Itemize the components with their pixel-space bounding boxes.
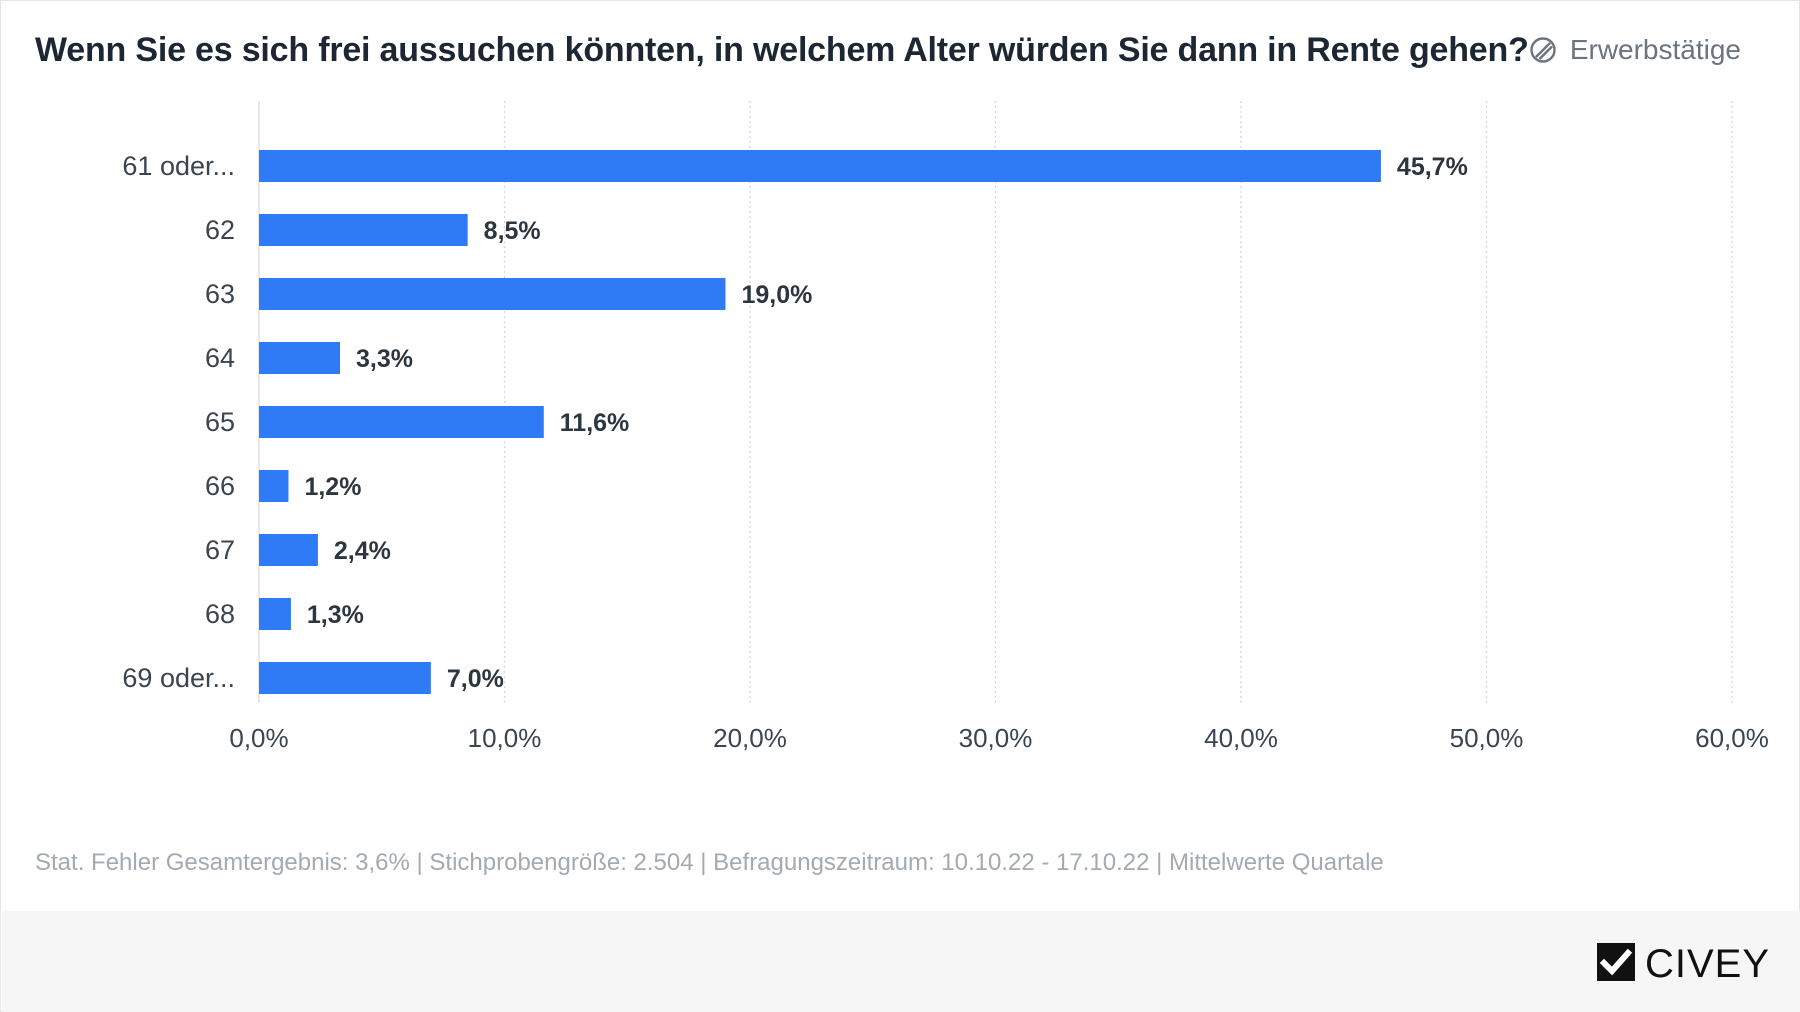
bar — [259, 278, 726, 310]
value-label: 11,6% — [560, 409, 630, 437]
value-label: 1,2% — [304, 473, 361, 501]
ban-icon — [1528, 35, 1558, 65]
x-tick-label: 30,0% — [959, 723, 1033, 753]
category-label: 63 — [205, 279, 235, 309]
brand-name: CIVEY — [1644, 942, 1770, 986]
value-label: 8,5% — [484, 217, 541, 245]
bar — [259, 598, 291, 630]
category-label: 65 — [205, 407, 235, 437]
x-tick-label: 50,0% — [1450, 723, 1524, 753]
bar — [259, 150, 1381, 182]
civey-logo-icon — [1595, 941, 1637, 988]
x-tick-label: 40,0% — [1204, 723, 1278, 753]
x-tick-label: 10,0% — [468, 723, 542, 753]
value-label: 1,3% — [307, 601, 364, 629]
category-label: 68 — [205, 599, 235, 629]
bar — [259, 214, 468, 246]
value-label: 45,7% — [1397, 153, 1468, 181]
value-label: 3,3% — [356, 345, 413, 373]
filter-label: Erwerbstätige — [1569, 34, 1741, 65]
bar — [259, 406, 544, 438]
category-label: 66 — [205, 471, 235, 501]
footer: CIVEY — [2, 911, 1800, 1012]
category-label: 62 — [205, 215, 235, 245]
x-tick-label: 60,0% — [1695, 723, 1769, 753]
x-tick-label: 20,0% — [713, 723, 787, 753]
chart-svg: 0,0% 10,0% 20,0% 30,0% 40,0% 50,0% 60,0% 61 ode… — [122, 101, 1769, 753]
category-label: 64 — [205, 343, 235, 373]
value-label: 2,4% — [334, 537, 391, 565]
bar — [259, 534, 318, 566]
bar — [259, 470, 289, 502]
category-label: 69 oder... — [122, 663, 235, 693]
bar — [259, 662, 431, 694]
value-label: 19,0% — [741, 281, 812, 309]
footnote: Stat. Fehler Gesamtergebnis: 3,6% | Stic… — [35, 849, 1384, 876]
bar — [259, 342, 341, 374]
x-tick-label: 0,0% — [229, 723, 288, 753]
filter-badge[interactable]: Erwerbstätige — [1528, 34, 1741, 66]
category-label: 61 oder... — [122, 151, 235, 181]
category-label: 67 — [205, 535, 235, 565]
page-title: Wenn Sie es sich frei aussuchen könnten,… — [35, 31, 1529, 69]
value-label: 7,0% — [447, 665, 504, 693]
brand-logo[interactable]: CIVEY — [1595, 941, 1770, 988]
bar-chart: 0,0% 10,0% 20,0% 30,0% 40,0% 50,0% 60,0% 61 ode… — [1, 101, 1800, 771]
